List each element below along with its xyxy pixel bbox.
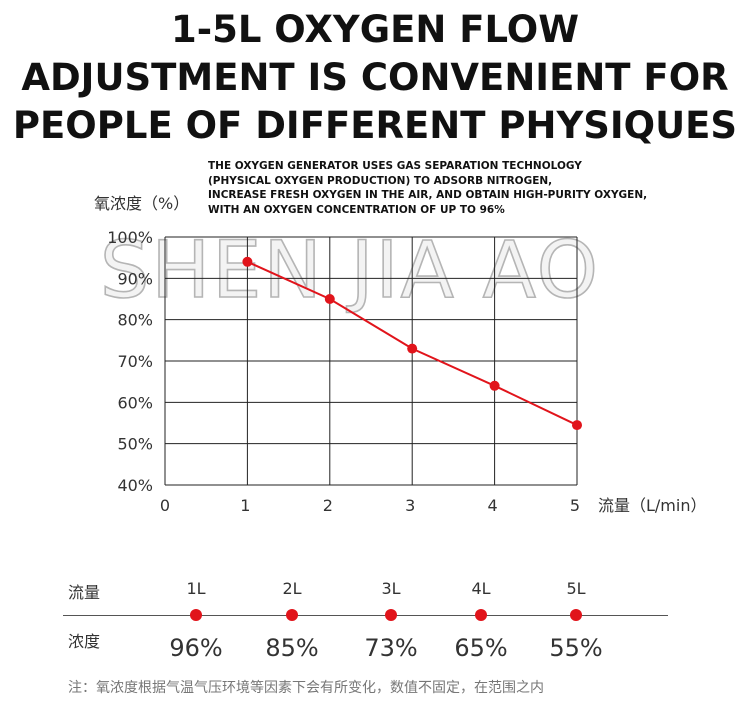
watermark-text: SHEN JIA AO [100, 226, 600, 316]
flow-cell-2: 2L [282, 579, 302, 598]
concentration-cell-1: 96% [169, 634, 223, 662]
footnote: 注：氧浓度根据气温气压环境等因素下会有所变化，数值不固定，在范围之内 [68, 680, 544, 696]
headline-line-1: 1-5L OXYGEN FLOW [170, 8, 580, 51]
x-axis-title: 流量（L/min） [598, 496, 706, 515]
flow-concentration-table: 流量 浓度 1L 2L 3L 4L 5L 96% 85% 73% 65% 55% [0, 570, 750, 703]
headline-line-3: PEOPLE OF DIFFERENT PHYSIQUES [12, 104, 738, 147]
data-point [242, 256, 253, 267]
flow-cell-5: 5L [566, 579, 586, 598]
table-dot-5 [570, 609, 582, 621]
description: THE OXYGEN GENERATOR USES GAS SEPARATION… [208, 159, 728, 217]
y-tick-label: 70% [117, 352, 153, 371]
y-tick-label: 80% [117, 311, 153, 330]
x-tick-label: 4 [488, 496, 498, 515]
description-line-4: WITH AN OXYGEN CONCENTRATION OF UP TO 96… [208, 203, 505, 216]
table-dot-1 [190, 609, 202, 621]
x-tick-label: 2 [323, 496, 333, 515]
description-line-3: INCREASE FRESH OXYGEN IN THE AIR, AND OB… [208, 189, 648, 201]
y-tick-label: 100% [107, 228, 153, 247]
data-point [572, 420, 582, 431]
table-timeline [63, 615, 668, 616]
description-line-2: (PHYSICAL OXYGEN PRODUCTION) TO ADSORB N… [208, 174, 553, 187]
concentration-row-label: 浓度 [68, 632, 101, 651]
description-line-1: THE OXYGEN GENERATOR USES GAS SEPARATION… [208, 160, 582, 172]
concentration-cell-3: 73% [364, 634, 418, 662]
headline: 1-5L OXYGEN FLOW ADJUSTMENT IS CONVENIEN… [0, 6, 750, 150]
concentration-cell-5: 55% [549, 634, 603, 662]
y-tick-label: 40% [117, 476, 153, 495]
x-tick-label: 3 [405, 496, 415, 515]
data-point [407, 343, 418, 354]
flow-cell-1: 1L [186, 579, 206, 598]
data-point [489, 380, 500, 391]
y-tick-label: 90% [117, 269, 153, 288]
x-tick-label: 5 [570, 496, 580, 515]
y-axis-title: 氧浓度（%） [94, 194, 189, 213]
flow-cell-3: 3L [381, 579, 401, 598]
table-dot-4 [475, 609, 487, 621]
flow-cell-4: 4L [471, 579, 491, 598]
flow-row-label: 流量 [68, 583, 101, 602]
table-dot-3 [385, 609, 397, 621]
concentration-cell-2: 85% [265, 634, 319, 662]
x-tick-label: 1 [240, 496, 250, 515]
x-tick-label: 0 [160, 496, 170, 515]
oxygen-concentration-chart: SHEN JIA AO 40% 50% 60% 70% 80% 90% 100% 0 1 2 3 4 5 氧… [94, 194, 706, 515]
table-dot-2 [286, 609, 298, 621]
concentration-cell-4: 65% [454, 634, 508, 662]
data-point [324, 294, 335, 304]
y-tick-label: 50% [117, 435, 153, 454]
y-tick-label: 60% [117, 393, 153, 412]
headline-line-2: ADJUSTMENT IS CONVENIENT FOR [21, 56, 729, 99]
